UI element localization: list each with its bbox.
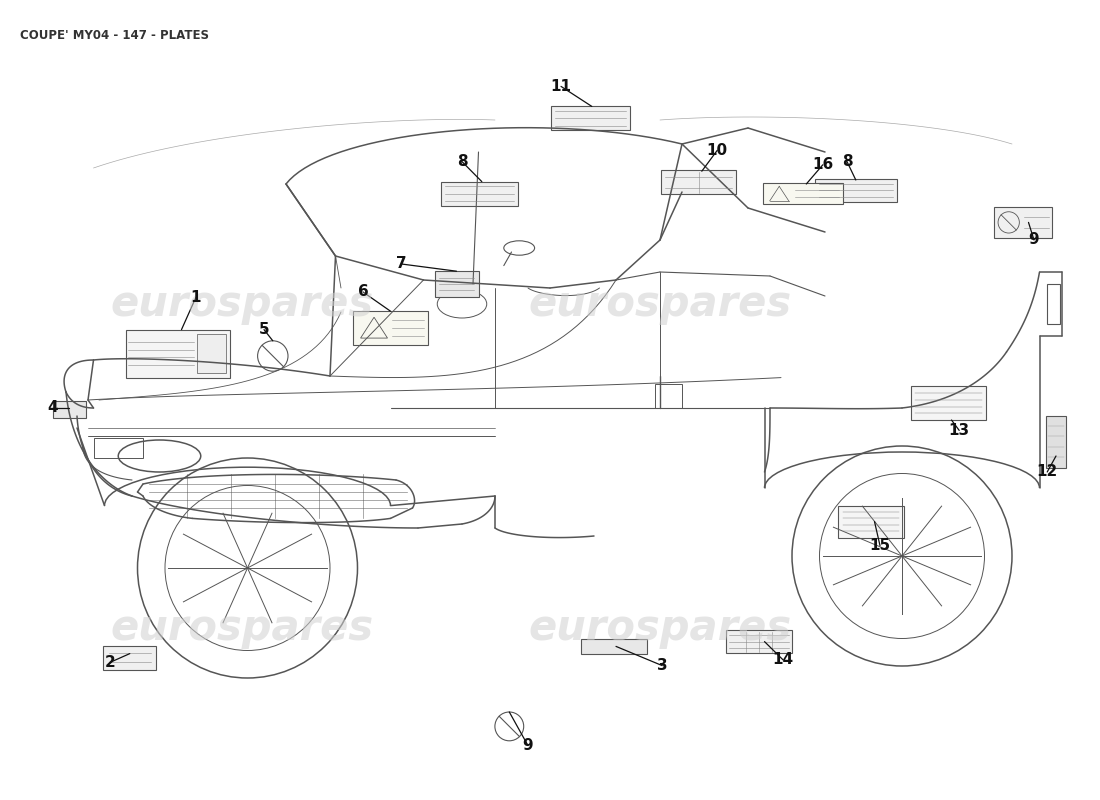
Text: 8: 8 <box>456 154 468 169</box>
Bar <box>726 630 792 653</box>
Text: 2: 2 <box>104 655 116 670</box>
Text: 14: 14 <box>772 653 794 667</box>
Text: 9: 9 <box>522 738 534 753</box>
Bar <box>838 506 904 538</box>
Bar <box>103 646 156 670</box>
Bar <box>434 271 478 297</box>
Text: 12: 12 <box>1036 465 1058 479</box>
Text: 16: 16 <box>812 158 834 172</box>
Bar <box>661 170 736 194</box>
Text: 4: 4 <box>47 401 58 415</box>
Text: 15: 15 <box>869 538 891 553</box>
Bar <box>53 401 86 418</box>
Bar <box>814 179 898 202</box>
Bar <box>581 639 647 654</box>
Text: COUPE' MY04 - 147 - PLATES: COUPE' MY04 - 147 - PLATES <box>20 29 209 42</box>
Bar <box>197 334 227 373</box>
Text: 1: 1 <box>190 290 201 305</box>
Text: eurospares: eurospares <box>110 607 374 649</box>
Text: 11: 11 <box>550 79 572 94</box>
Bar <box>441 182 518 206</box>
Bar <box>994 207 1052 238</box>
Text: eurospares: eurospares <box>528 283 792 325</box>
Bar <box>1047 284 1060 324</box>
Text: 6: 6 <box>358 285 368 299</box>
Bar <box>911 386 986 420</box>
Text: eurospares: eurospares <box>528 607 792 649</box>
FancyBboxPatch shape <box>126 330 231 378</box>
Bar <box>551 106 630 130</box>
Text: 10: 10 <box>706 143 728 158</box>
Text: eurospares: eurospares <box>110 283 374 325</box>
Bar <box>763 183 843 204</box>
Text: 8: 8 <box>842 154 852 169</box>
Bar <box>1046 416 1066 467</box>
FancyBboxPatch shape <box>654 384 682 408</box>
Text: 3: 3 <box>657 658 668 673</box>
Bar <box>94 438 143 458</box>
Text: 7: 7 <box>396 257 407 271</box>
Bar <box>353 311 428 345</box>
Text: 5: 5 <box>258 322 270 337</box>
Text: 9: 9 <box>1028 233 1040 247</box>
Text: 13: 13 <box>948 423 970 438</box>
